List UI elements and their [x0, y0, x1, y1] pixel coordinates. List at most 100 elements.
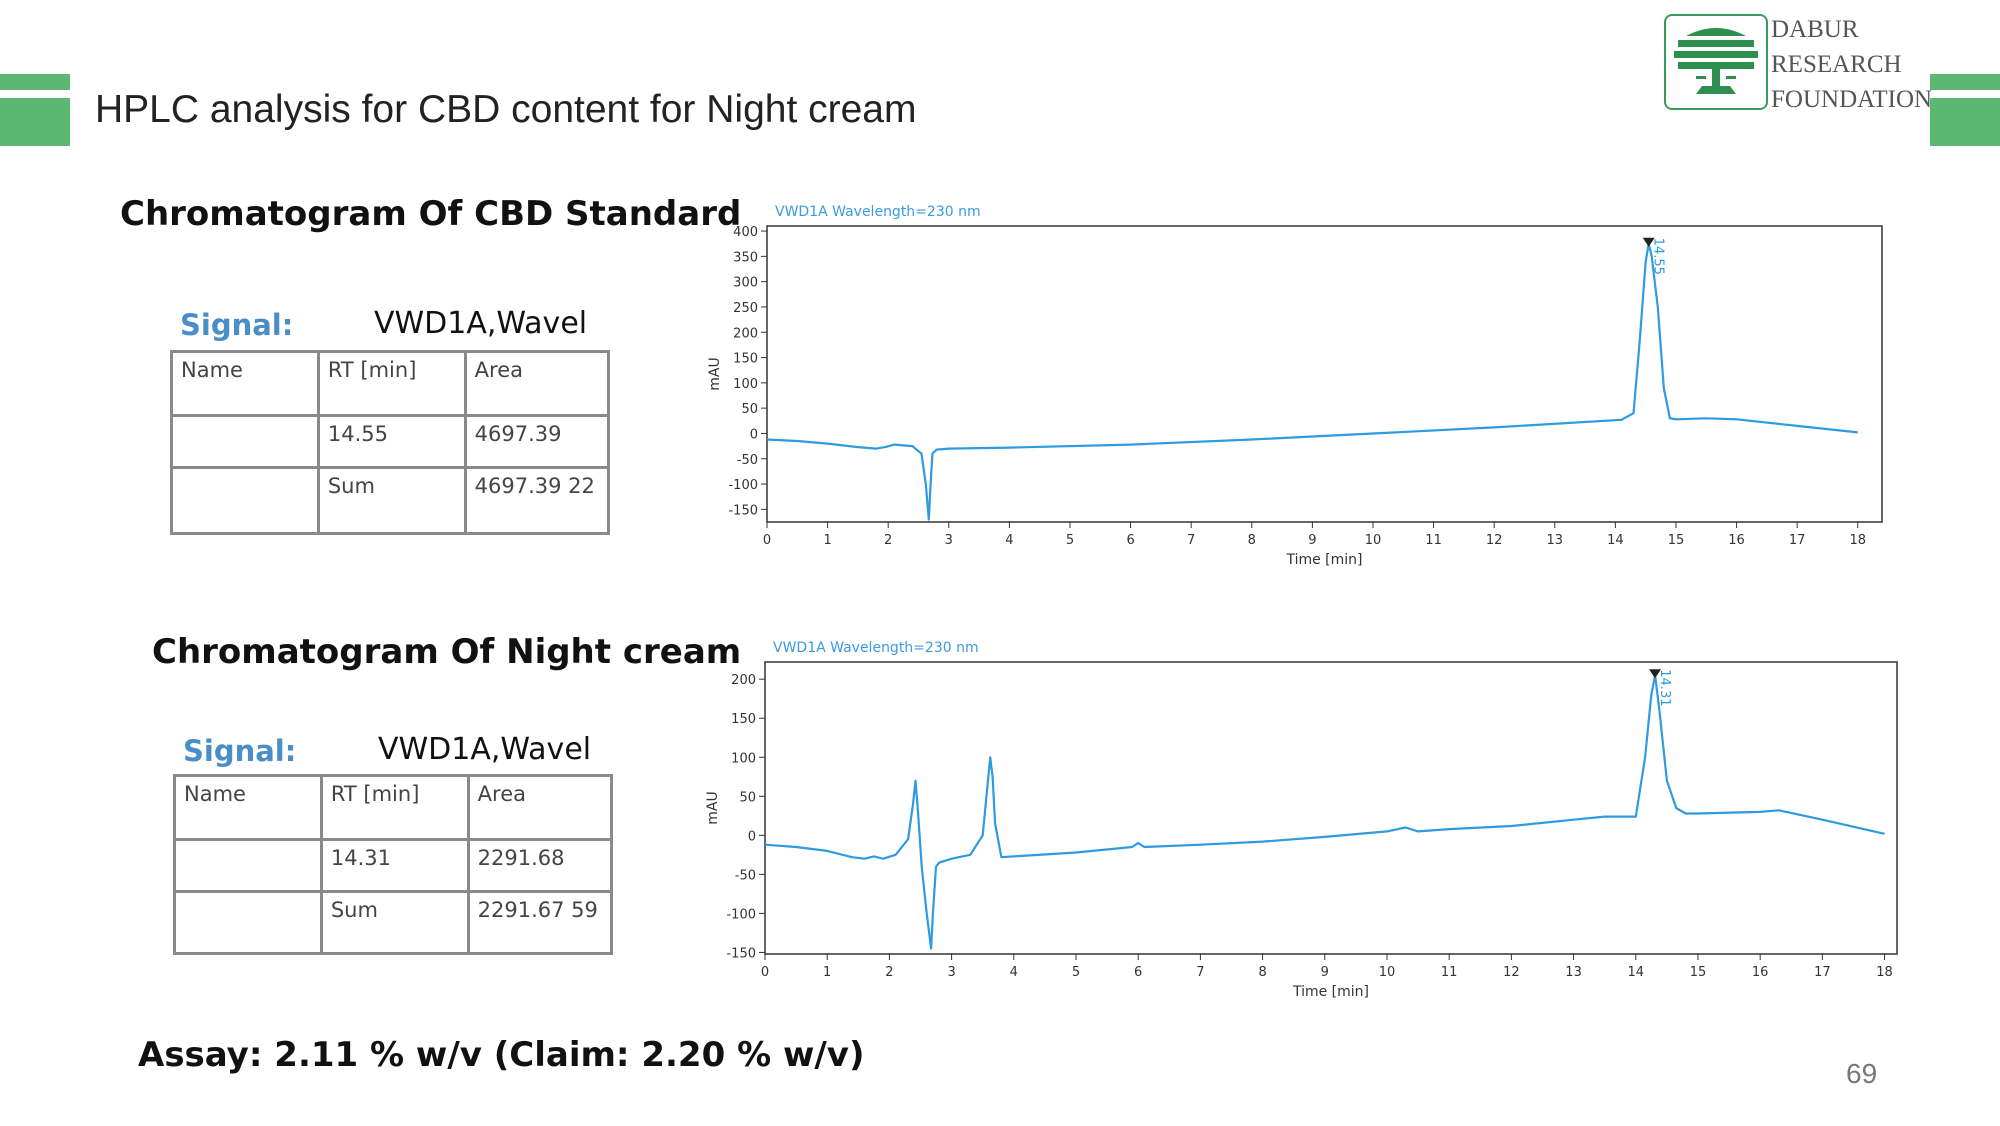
y-tick-label: -50	[737, 453, 758, 468]
x-tick-label: 8	[1248, 533, 1256, 548]
left-top-accent-bar	[0, 74, 70, 90]
row-rt: Sum	[316, 466, 467, 535]
slide-title: HPLC analysis for CBD content for Night …	[95, 88, 917, 131]
row-name	[173, 838, 323, 893]
x-tick-label: 7	[1187, 533, 1195, 548]
row-area: 4697.39	[463, 414, 611, 469]
x-tick-label: 0	[763, 533, 771, 548]
table-row: 14.31 2291.68	[173, 838, 614, 893]
y-tick-label: -150	[726, 946, 756, 961]
x-tick-label: 13	[1565, 965, 1582, 980]
x-tick-label: 11	[1425, 533, 1442, 548]
row-rt: 14.55	[316, 414, 467, 469]
y-tick-label: 250	[733, 301, 758, 316]
sample-signal-label: Signal:	[183, 734, 297, 768]
y-tick-label: 200	[731, 673, 756, 688]
page-number: 69	[1846, 1058, 1878, 1089]
y-tick-label: 400	[733, 225, 758, 240]
x-tick-label: 9	[1321, 965, 1329, 980]
x-tick-label: 15	[1668, 533, 1685, 548]
left-bottom-accent-bar	[0, 98, 70, 146]
x-tick-label: 3	[945, 533, 953, 548]
x-tick-label: 18	[1876, 965, 1893, 980]
row-area: 4697.39 22	[463, 466, 611, 535]
x-tick-label: 0	[761, 965, 769, 980]
peak-marker-icon	[1649, 669, 1662, 679]
tree-logo-icon	[1664, 14, 1768, 110]
x-tick-label: 2	[884, 533, 892, 548]
x-tick-label: 14	[1627, 965, 1644, 980]
chromatogram-trace	[764, 674, 1885, 950]
row-area: 2291.68	[466, 838, 614, 893]
row-rt: 14.31	[319, 838, 470, 893]
sample-section-title: Chromatogram Of Night cream	[152, 632, 742, 672]
right-bottom-accent-bar	[1930, 98, 2000, 146]
x-tick-label: 18	[1849, 533, 1866, 548]
logo-line-1: DABUR	[1771, 16, 1859, 43]
x-tick-label: 3	[947, 965, 955, 980]
logo-line-2: RESEARCH	[1771, 51, 1902, 78]
sample-peak-table: Name RT [min] Area 14.31 2291.68 Sum 229…	[173, 774, 614, 955]
y-tick-label: 0	[748, 829, 756, 844]
standard-chromatogram-chart: VWD1A Wavelength=230 nm-150-100-50050100…	[707, 204, 1883, 568]
peak-label: 14.55	[1651, 238, 1666, 275]
table-row: Sum 2291.67 59	[173, 890, 614, 955]
x-tick-label: 17	[1789, 533, 1806, 548]
logo-line-3: FOUNDATION	[1771, 86, 1933, 113]
header-name: Name	[173, 774, 323, 841]
row-rt: Sum	[319, 890, 470, 955]
header-area: Area	[463, 350, 611, 417]
x-tick-label: 7	[1196, 965, 1204, 980]
peak-marker-icon	[1642, 237, 1655, 247]
row-name	[170, 414, 320, 469]
table-row: Sum 4697.39 22	[170, 466, 611, 535]
y-tick-label: 0	[750, 427, 758, 442]
x-tick-label: 4	[1005, 533, 1013, 548]
plot-frame	[766, 225, 1883, 523]
x-tick-label: 5	[1066, 533, 1074, 548]
x-tick-label: 16	[1752, 965, 1769, 980]
y-tick-label: 50	[739, 790, 756, 805]
x-tick-label: 1	[823, 533, 831, 548]
table-header-row: Name RT [min] Area	[170, 350, 611, 417]
x-tick-label: 6	[1134, 965, 1142, 980]
right-top-accent-bar	[1930, 74, 2000, 90]
x-axis-label: Time [min]	[1285, 552, 1362, 568]
x-tick-label: 14	[1607, 533, 1624, 548]
y-tick-label: -100	[726, 907, 756, 922]
y-axis-label: mAU	[707, 357, 723, 390]
y-tick-label: 100	[731, 751, 756, 766]
sample-chromatogram-chart: VWD1A Wavelength=230 nm-150-100-50050100…	[705, 640, 1898, 1000]
x-tick-label: 1	[823, 965, 831, 980]
y-axis-label: mAU	[705, 791, 721, 824]
y-tick-label: 150	[731, 712, 756, 727]
header-rt: RT [min]	[319, 774, 470, 841]
x-tick-label: 9	[1308, 533, 1316, 548]
table-row: 14.55 4697.39	[170, 414, 611, 469]
plot-frame	[764, 661, 1898, 955]
row-name	[170, 466, 320, 535]
x-tick-label: 15	[1690, 965, 1707, 980]
chart-title: VWD1A Wavelength=230 nm	[773, 640, 979, 656]
y-tick-label: 150	[733, 352, 758, 367]
standard-signal-value: VWD1A,Wavel	[374, 306, 588, 341]
y-tick-label: 200	[733, 326, 758, 341]
x-tick-label: 4	[1010, 965, 1018, 980]
header-name: Name	[170, 350, 320, 417]
x-tick-label: 10	[1365, 533, 1382, 548]
x-tick-label: 13	[1546, 533, 1563, 548]
x-tick-label: 2	[885, 965, 893, 980]
standard-signal-label: Signal:	[180, 308, 294, 342]
y-tick-label: 350	[733, 250, 758, 265]
chromatogram-trace	[766, 242, 1858, 521]
x-tick-label: 8	[1258, 965, 1266, 980]
x-tick-label: 16	[1728, 533, 1745, 548]
sample-signal-value: VWD1A,Wavel	[378, 732, 592, 767]
organization-logo-text: DABUR RESEARCH FOUNDATION	[1771, 12, 1932, 117]
x-tick-label: 12	[1486, 533, 1503, 548]
x-tick-label: 6	[1126, 533, 1134, 548]
y-tick-label: -150	[728, 503, 758, 518]
row-name	[173, 890, 323, 955]
header-area: Area	[466, 774, 614, 841]
x-tick-label: 5	[1072, 965, 1080, 980]
